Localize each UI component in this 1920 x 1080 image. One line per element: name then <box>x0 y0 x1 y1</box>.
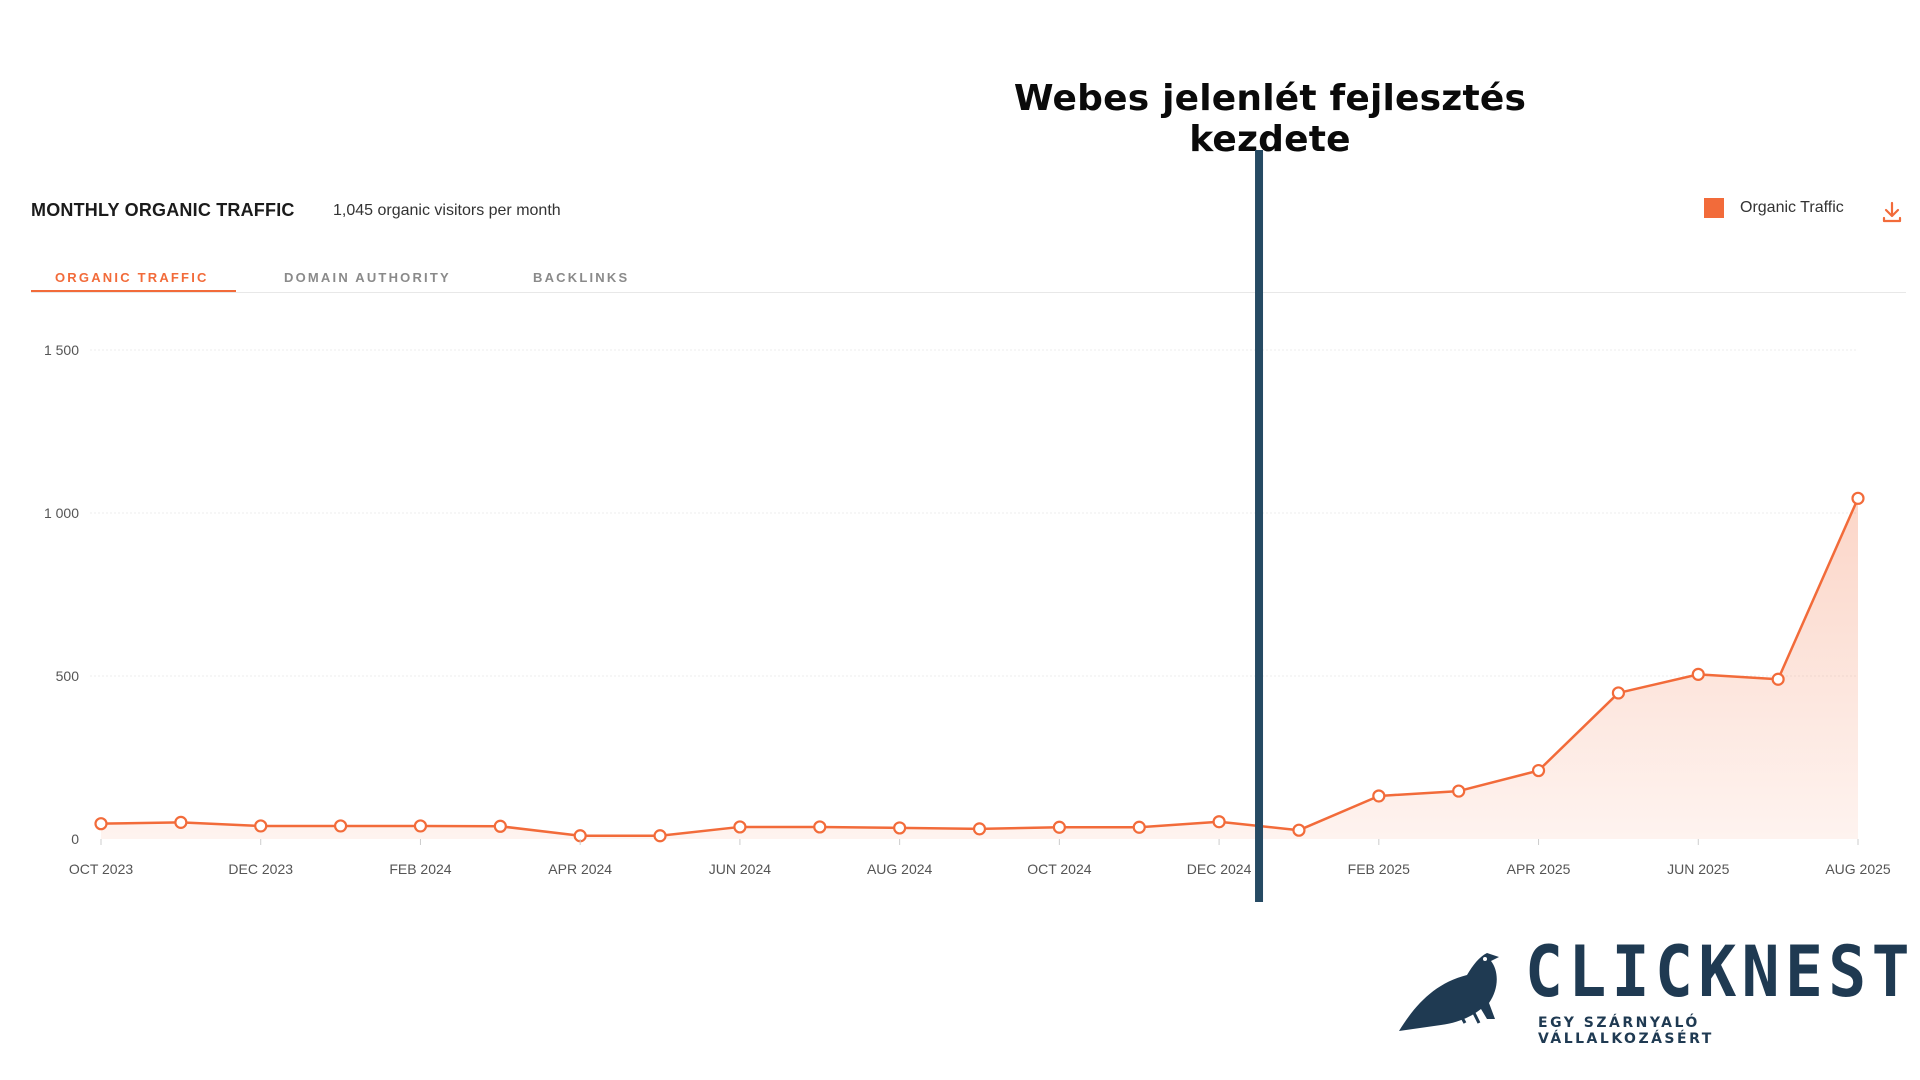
data-point[interactable] <box>972 822 987 836</box>
x-tick-label: OCT 2023 <box>69 861 134 877</box>
y-tick-label: 1 500 <box>44 342 79 358</box>
brand-name: CLICKNEST <box>1525 931 1915 1013</box>
data-point[interactable] <box>1132 820 1146 834</box>
data-point[interactable] <box>1052 820 1066 834</box>
data-point[interactable] <box>174 815 188 829</box>
data-point[interactable] <box>94 817 108 831</box>
annotation-title: Webes jelenlét fejlesztés kezdete <box>1013 78 1527 160</box>
y-tick-label: 500 <box>56 668 80 684</box>
data-point[interactable] <box>1212 815 1226 829</box>
legend-swatch <box>1704 198 1724 218</box>
chart-tabs: ORGANIC TRAFFIC DOMAIN AUTHORITY BACKLIN… <box>31 268 1906 293</box>
data-point[interactable] <box>733 820 747 834</box>
x-tick-label: FEB 2025 <box>1348 861 1410 877</box>
x-tick-label: DEC 2023 <box>228 861 293 877</box>
data-point[interactable] <box>1771 672 1785 686</box>
x-tick-label: AUG 2025 <box>1825 861 1891 877</box>
bird-logo-icon <box>1399 953 1499 1031</box>
data-point[interactable] <box>893 821 907 835</box>
data-point[interactable] <box>1372 789 1386 803</box>
y-tick-label: 1 000 <box>44 505 79 521</box>
tab-domain-authority[interactable]: DOMAIN AUTHORITY <box>284 270 451 285</box>
x-tick-label: APR 2025 <box>1507 861 1571 877</box>
x-tick-label: DEC 2024 <box>1187 861 1252 877</box>
data-point[interactable] <box>333 819 348 833</box>
series-area <box>101 498 1858 839</box>
brand-lockup: CLICKNEST EGY SZÁRNYALÓ VÁLLALKOZÁSÉRT <box>1395 935 1910 1047</box>
chart-legend: Organic Traffic <box>1704 198 1844 218</box>
data-point[interactable] <box>813 820 827 834</box>
chart-card-title: MONTHLY ORGANIC TRAFFIC <box>31 200 295 220</box>
data-point[interactable] <box>1531 763 1546 778</box>
data-point[interactable] <box>1691 667 1705 681</box>
active-tab-underline <box>31 290 236 292</box>
x-tick-label: FEB 2024 <box>389 861 451 877</box>
data-point[interactable] <box>653 829 667 843</box>
data-point[interactable] <box>1851 491 1865 505</box>
tab-organic-traffic[interactable]: ORGANIC TRAFFIC <box>55 270 209 285</box>
download-icon[interactable] <box>1880 200 1904 224</box>
data-point[interactable] <box>1452 784 1466 798</box>
data-point[interactable] <box>413 819 428 833</box>
data-point[interactable] <box>493 819 507 833</box>
x-tick-label: JUN 2025 <box>1667 861 1729 877</box>
tab-backlinks[interactable]: BACKLINKS <box>533 270 630 285</box>
chart-card-subtitle: 1,045 organic visitors per month <box>333 202 561 219</box>
legend-label: Organic Traffic <box>1740 199 1844 216</box>
brand-tagline: EGY SZÁRNYALÓ VÁLLALKOZÁSÉRT <box>1538 1015 1714 1047</box>
annotation-marker-line <box>1255 150 1264 902</box>
data-point[interactable] <box>254 819 268 833</box>
y-tick-label: 0 <box>71 831 79 847</box>
x-tick-label: AUG 2024 <box>867 861 933 877</box>
data-point[interactable] <box>1292 823 1306 837</box>
data-point[interactable] <box>1611 686 1626 700</box>
x-tick-label: OCT 2024 <box>1027 861 1092 877</box>
x-tick-label: JUN 2024 <box>709 861 771 877</box>
x-tick-label: APR 2024 <box>548 861 612 877</box>
